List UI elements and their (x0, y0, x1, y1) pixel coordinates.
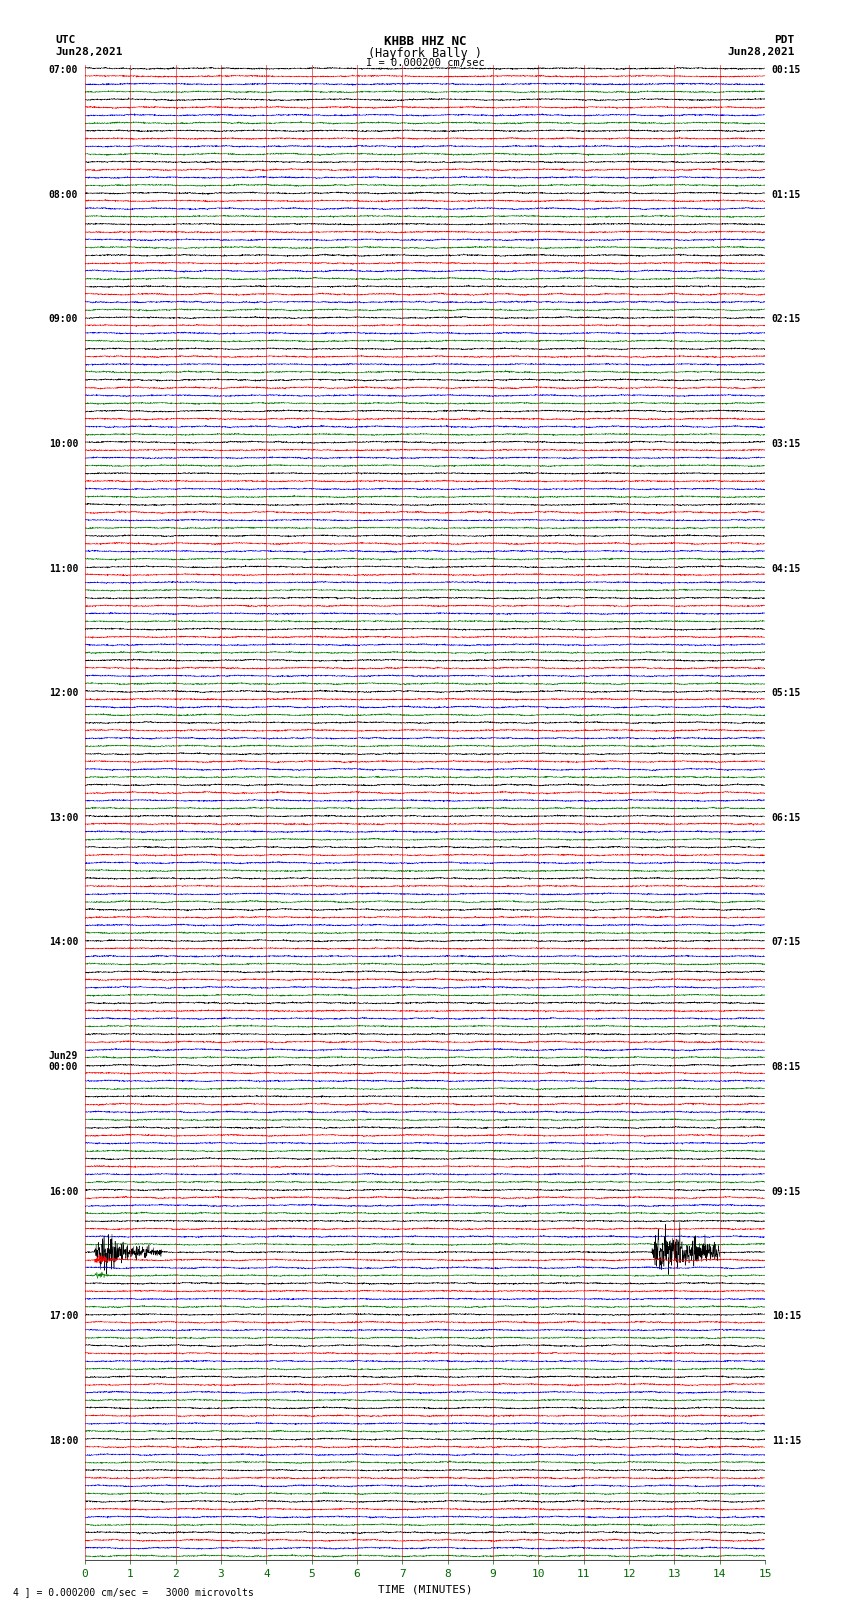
X-axis label: TIME (MINUTES): TIME (MINUTES) (377, 1584, 473, 1594)
Text: KHBB HHZ NC: KHBB HHZ NC (383, 35, 467, 48)
Text: 06:15: 06:15 (772, 813, 802, 823)
Text: PDT: PDT (774, 35, 795, 45)
Text: UTC: UTC (55, 35, 76, 45)
Text: 4 ] = 0.000200 cm/sec =   3000 microvolts: 4 ] = 0.000200 cm/sec = 3000 microvolts (13, 1587, 253, 1597)
Text: 00:00: 00:00 (48, 1061, 78, 1073)
Text: 10:15: 10:15 (772, 1311, 802, 1321)
Text: 08:00: 08:00 (48, 190, 78, 200)
Text: 01:15: 01:15 (772, 190, 802, 200)
Text: 07:00: 07:00 (48, 65, 78, 76)
Text: I = 0.000200 cm/sec: I = 0.000200 cm/sec (366, 58, 484, 68)
Text: 12:00: 12:00 (48, 689, 78, 698)
Text: 17:00: 17:00 (48, 1311, 78, 1321)
Text: Jun28,2021: Jun28,2021 (728, 47, 795, 56)
Text: 02:15: 02:15 (772, 315, 802, 324)
Text: 11:15: 11:15 (772, 1436, 802, 1445)
Text: 09:15: 09:15 (772, 1187, 802, 1197)
Text: 05:15: 05:15 (772, 689, 802, 698)
Text: (Hayfork Bally ): (Hayfork Bally ) (368, 47, 482, 60)
Text: 11:00: 11:00 (48, 563, 78, 574)
Text: 16:00: 16:00 (48, 1187, 78, 1197)
Text: Jun29: Jun29 (48, 1052, 78, 1061)
Text: Jun28,2021: Jun28,2021 (55, 47, 122, 56)
Text: 07:15: 07:15 (772, 937, 802, 947)
Text: 00:15: 00:15 (772, 65, 802, 76)
Text: 10:00: 10:00 (48, 439, 78, 448)
Text: 09:00: 09:00 (48, 315, 78, 324)
Text: 18:00: 18:00 (48, 1436, 78, 1445)
Text: 03:15: 03:15 (772, 439, 802, 448)
Text: 14:00: 14:00 (48, 937, 78, 947)
Text: 08:15: 08:15 (772, 1061, 802, 1073)
Text: 13:00: 13:00 (48, 813, 78, 823)
Text: 04:15: 04:15 (772, 563, 802, 574)
